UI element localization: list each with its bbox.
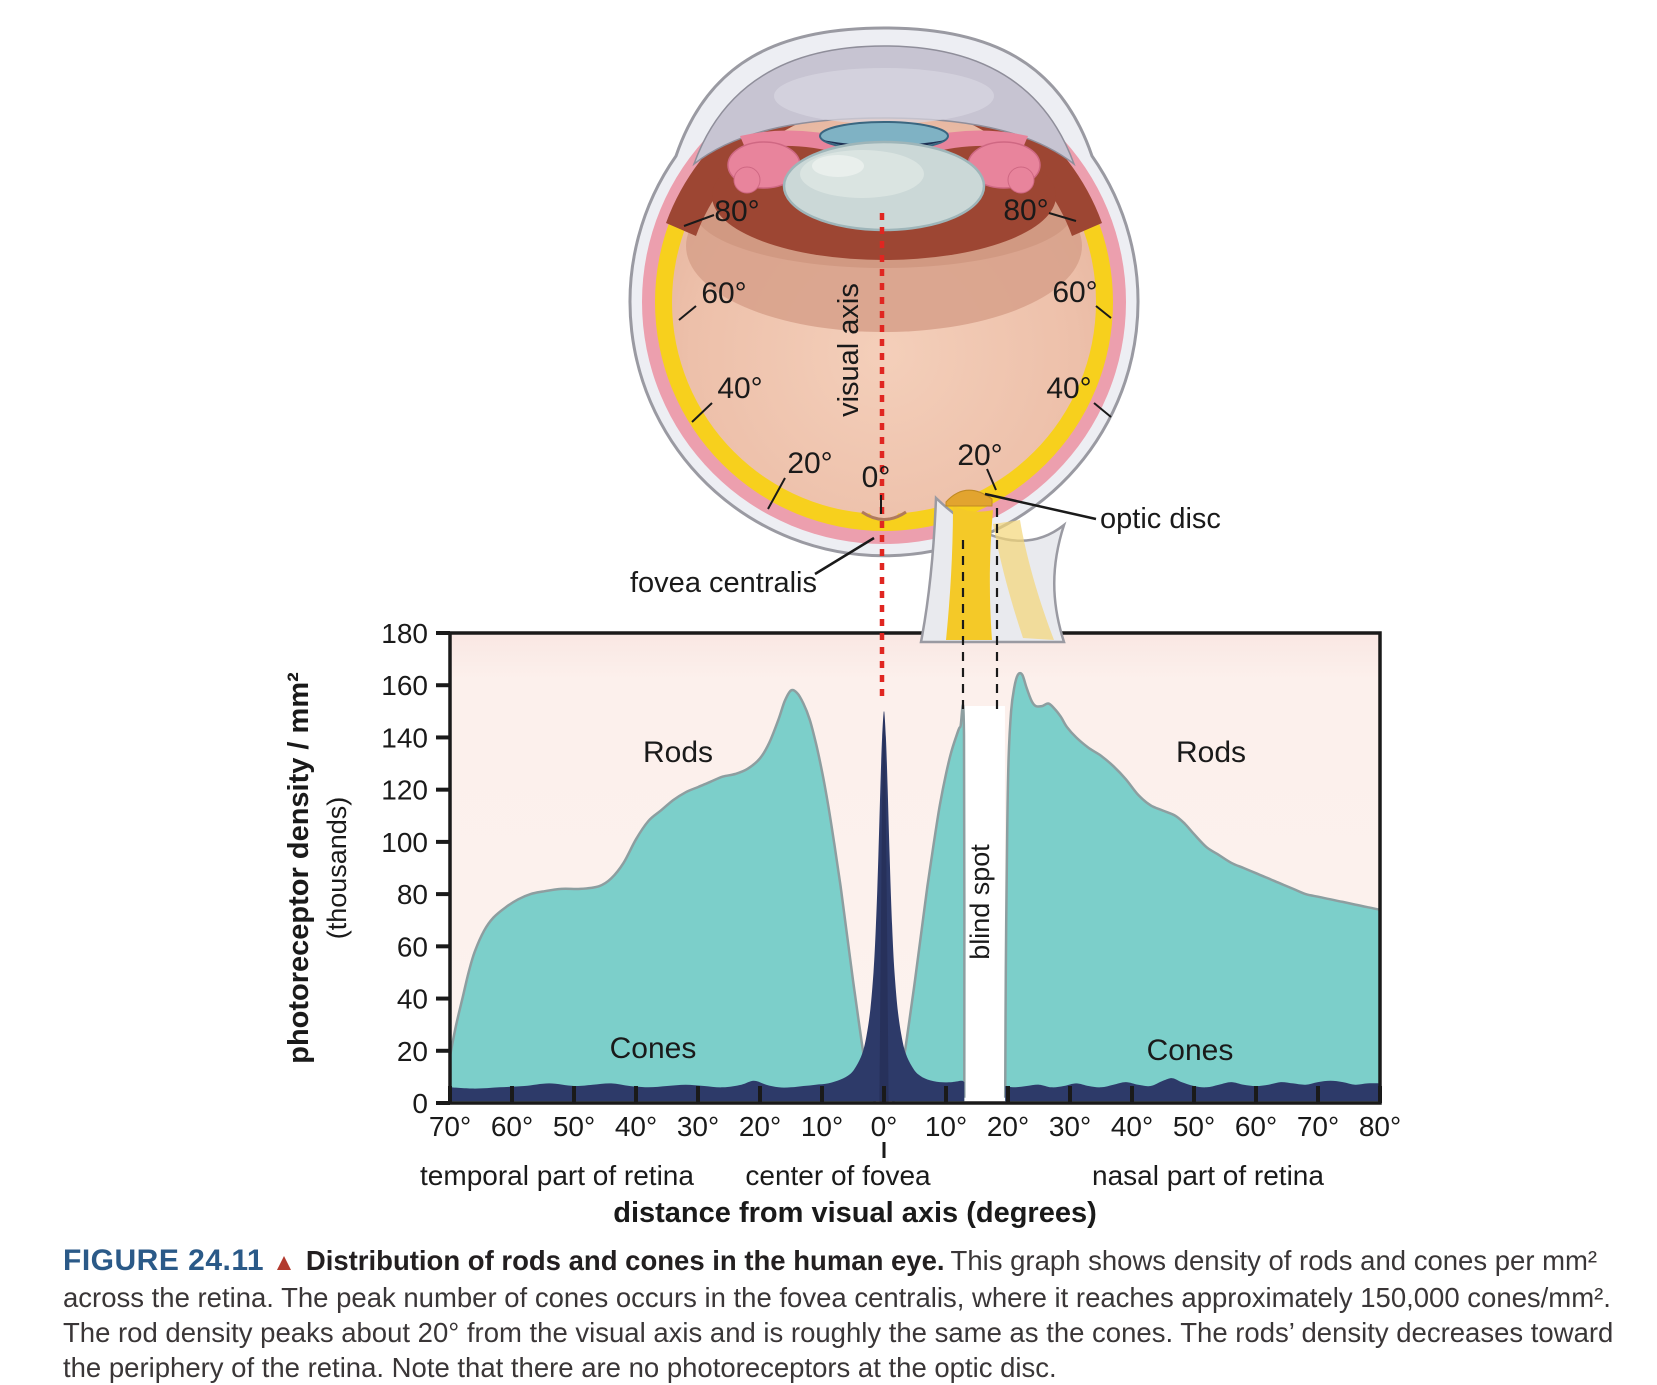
leader-right-80 (1048, 212, 1077, 222)
region-label-temporal: temporal part of retina (420, 1160, 694, 1191)
cornea-highlight (774, 68, 994, 124)
leader-left-20 (767, 477, 786, 510)
y-tick-label: 160 (381, 670, 428, 701)
y-tick-label: 180 (381, 618, 428, 649)
degree-label-right-20: 20° (957, 439, 1002, 472)
x-tick-label: 40° (615, 1111, 657, 1142)
x-tick-label: 40° (1111, 1111, 1153, 1142)
x-tick-label: 50° (1173, 1111, 1215, 1142)
rods-label-nasal: Rods (1176, 736, 1246, 769)
degree-label-right-80: 80° (1003, 194, 1048, 227)
fovea-centralis-label: fovea centralis (630, 567, 817, 599)
series-area-1 (892, 705, 965, 1103)
x-tick-label: 50° (553, 1111, 595, 1142)
degree-label-left-20: 20° (787, 447, 832, 480)
chart-areas (448, 671, 1381, 1104)
y-tick-label: 80 (397, 879, 428, 910)
x-tick-label: 20° (987, 1111, 1029, 1142)
eye-labels: 80° 60° 40° 20° 0° 80° 60° 40° 20° visua… (630, 194, 1221, 599)
degree-label-zero: 0° (862, 461, 891, 494)
blind-spot-label: blind spot (965, 844, 995, 960)
lens-gleam (812, 155, 864, 177)
degree-label-left-80: 80° (714, 195, 759, 228)
x-tick-label: 60° (491, 1111, 533, 1142)
y-tick-label: 40 (397, 984, 428, 1015)
y-axis-title: photoreceptor density / mm² (283, 672, 315, 1064)
plot-border (448, 631, 1382, 1105)
optic-disc-label: optic disc (1100, 503, 1221, 535)
leader-right-60 (1095, 305, 1112, 319)
figure-caption: FIGURE 24.11 ▲ Distribution of rods and co… (63, 1243, 1641, 1385)
leader-right-20 (986, 468, 997, 491)
optic-nerve-fibers (946, 505, 993, 640)
degree-label-left-60: 60° (701, 277, 746, 310)
leader-left-80 (683, 214, 715, 227)
region-label-nasal: nasal part of retina (1092, 1160, 1324, 1191)
series-area-5 (879, 711, 889, 1102)
x-tick-label: 10° (801, 1111, 843, 1142)
y-tick-label: 120 (381, 775, 428, 806)
x-tick-label: 10° (925, 1111, 967, 1142)
series-outline-0 (448, 688, 877, 1104)
leader-left-60 (678, 305, 697, 321)
y-tick-label: 60 (397, 931, 428, 962)
x-tick-label: 30° (1049, 1111, 1091, 1142)
series-outline-2 (1003, 671, 1381, 1098)
fovea-pit-line (861, 510, 907, 521)
x-tick-label: 20° (739, 1111, 781, 1142)
rods-label-temporal: Rods (643, 736, 713, 769)
caption-body: This graph shows density of rods and con… (63, 1245, 1614, 1383)
degree-label-right-40: 40° (1046, 372, 1091, 405)
y-axis-subtitle: (thousands) (322, 797, 352, 940)
x-tick-label: 60° (1235, 1111, 1277, 1142)
optic-disc-mound (945, 489, 993, 507)
caption-triangle-icon: ▲ (272, 1249, 296, 1276)
degree-label-right-60: 60° (1052, 276, 1097, 309)
x-axis-title: distance from visual axis (degrees) (613, 1197, 1097, 1229)
x-tick-label: 70° (429, 1111, 471, 1142)
leader-fovea (814, 536, 875, 576)
region-label-fovea-center: center of fovea (745, 1160, 931, 1191)
y-tick-label: 0 (412, 1088, 428, 1119)
leader-left-40 (691, 402, 713, 423)
leader-right-40 (1093, 402, 1112, 418)
visual-axis-label: visual axis (833, 283, 865, 417)
x-tick-label: 30° (677, 1111, 719, 1142)
series-area-0 (450, 689, 876, 1103)
y-tick-label: 100 (381, 827, 428, 858)
chart-labels: Rods Rods Cones Cones blind spot photore… (283, 672, 1324, 1229)
optic-nerve-fan (993, 520, 1054, 640)
y-tick-label: 140 (381, 722, 428, 753)
figure-number: FIGURE 24.11 (63, 1244, 265, 1277)
x-tick-label: 80° (1359, 1111, 1401, 1142)
x-tick-label: 0° (871, 1111, 898, 1142)
blind-spot-band (964, 706, 1005, 1102)
cones-label-nasal: Cones (1147, 1034, 1234, 1067)
y-tick-label: 20 (397, 1036, 428, 1067)
x-tick-label: 70° (1297, 1111, 1339, 1142)
lens-highlight (800, 150, 924, 198)
cones-label-temporal: Cones (610, 1032, 697, 1065)
series-area-2 (1005, 673, 1380, 1102)
degree-label-left-40: 40° (717, 372, 762, 405)
leader-optic-disc (984, 492, 1097, 521)
caption-title: Distribution of rods and cones in the hu… (305, 1245, 945, 1276)
